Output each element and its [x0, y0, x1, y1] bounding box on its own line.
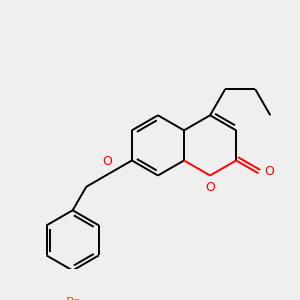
Text: O: O [102, 155, 112, 168]
Text: O: O [264, 165, 274, 178]
Text: Br: Br [66, 296, 80, 300]
Text: O: O [205, 181, 215, 194]
